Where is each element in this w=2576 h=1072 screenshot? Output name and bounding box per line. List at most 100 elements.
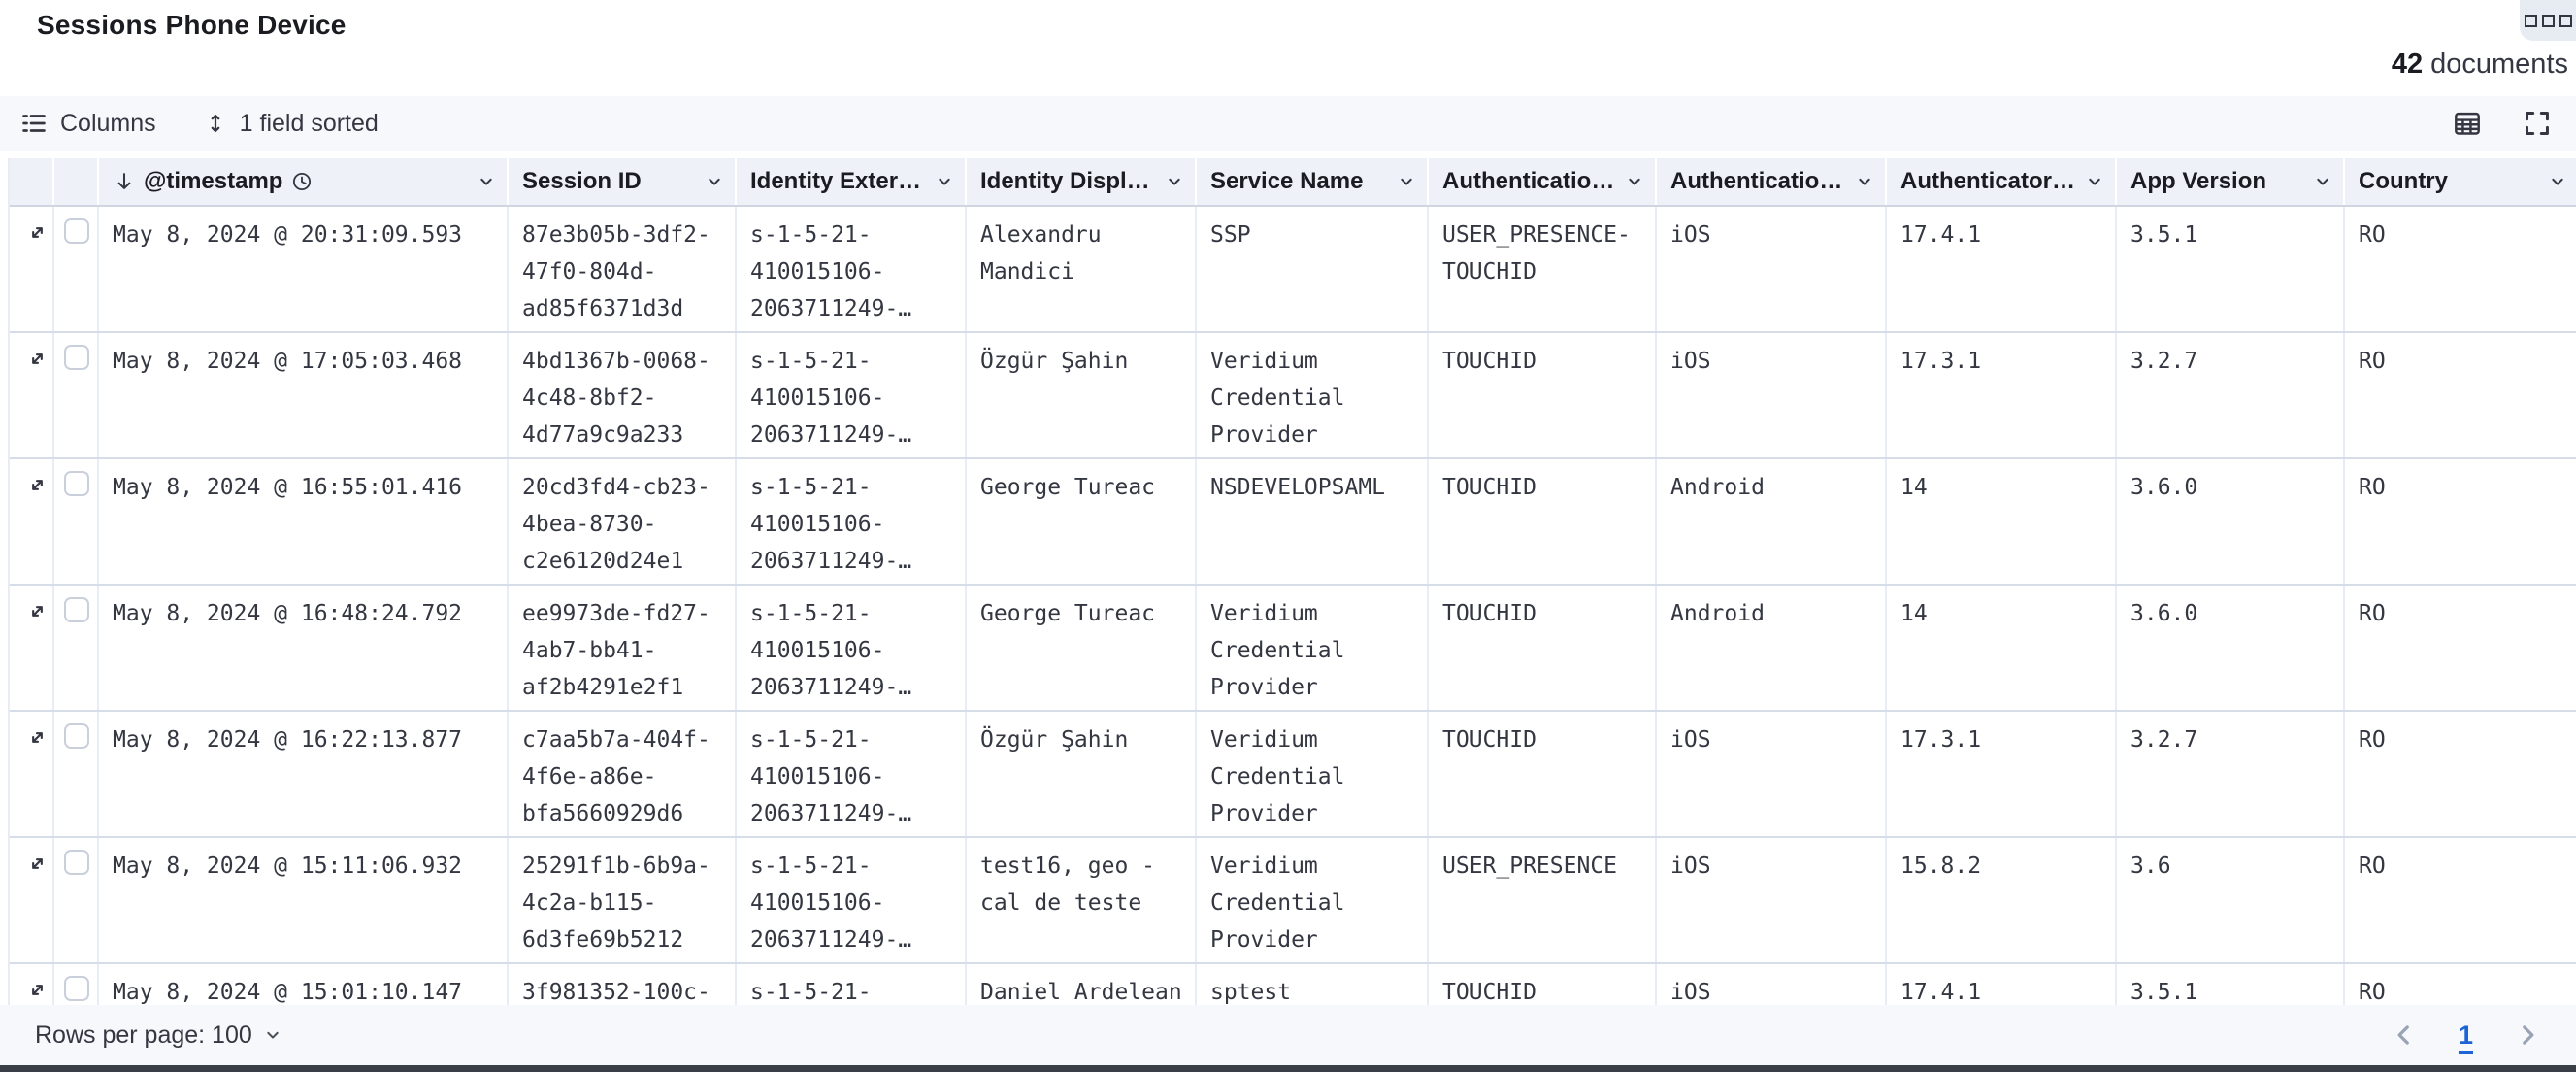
cell-identity-exter: s-1-5-21-410015106-2063711249-… — [737, 459, 967, 584]
chevron-down-icon[interactable] — [1396, 171, 1417, 192]
panel-options-button[interactable] — [2520, 0, 2576, 41]
cell-app-version: 3.2.7 — [2117, 333, 2345, 457]
columns-button[interactable]: Columns — [19, 109, 156, 138]
cell-country: RO — [2359, 727, 2386, 753]
document-count-label: documents — [2430, 49, 2568, 80]
expand-row-button[interactable] — [25, 599, 50, 623]
table-row: May 8, 2024 @ 17:05:03.468 4bd1367b-0068-… — [10, 333, 2576, 459]
previous-page-button[interactable] — [2391, 1022, 2418, 1049]
rows-per-page-label: Rows per page: 100 — [35, 1021, 252, 1049]
chevron-down-icon[interactable] — [2084, 171, 2105, 192]
chevron-down-icon[interactable] — [1854, 171, 1875, 192]
cell-authenticatio: USER_PRESENCE — [1429, 838, 1657, 962]
column-label: App Version — [2130, 168, 2267, 194]
cell-service-name: Veridium Credential Provider — [1197, 586, 1429, 710]
expand-icon — [25, 220, 50, 245]
chevron-down-icon[interactable] — [1624, 171, 1645, 192]
cell-identity-exter: s-1-5-21-410015106-2063711249-… — [737, 838, 967, 962]
header-cell-expand-controls — [10, 158, 54, 205]
next-page-button[interactable] — [2514, 1022, 2541, 1049]
row-select-checkbox[interactable] — [64, 976, 89, 1001]
row-select-checkbox[interactable] — [64, 597, 89, 622]
expand-row-button[interactable] — [25, 852, 50, 876]
chevron-down-icon — [262, 1024, 283, 1046]
grid-body: May 8, 2024 @ 20:31:09.593 87e3b05b-3df2-… — [10, 207, 2576, 1005]
checkbox-cell — [54, 459, 99, 584]
table-row: May 8, 2024 @ 20:31:09.593 87e3b05b-3df2-… — [10, 207, 2576, 333]
fullscreen-button[interactable] — [2522, 108, 2553, 139]
expand-row-button[interactable] — [25, 978, 50, 1002]
cell-authenticatio: iOS — [1657, 964, 1887, 1005]
document-count-value: 42 — [2391, 49, 2424, 80]
cell-timestamp: May 8, 2024 @ 15:11:06.932 — [99, 838, 509, 962]
table-row: May 8, 2024 @ 16:55:01.416 20cd3fd4-cb23-… — [10, 459, 2576, 586]
cell-identity-exter: s-1-5-21-410015106-2063711249-… — [737, 586, 967, 710]
page-number-current[interactable]: 1 — [2453, 1020, 2479, 1052]
header-cell-identity-exter[interactable]: Identity Exter… — [737, 158, 967, 205]
header-cell-identity-displ[interactable]: Identity Displ… — [967, 158, 1197, 205]
document-count: 42 documents — [2392, 49, 2568, 81]
sorted-fields-button[interactable]: 1 field sorted — [203, 110, 379, 138]
expand-cell — [10, 207, 54, 331]
column-label: Session ID — [522, 168, 642, 194]
cell-country: RO — [2359, 222, 2386, 248]
cell-service-name: NSDEVELOPSAML — [1197, 459, 1429, 584]
cell-app-version: 3.2.7 — [2117, 712, 2345, 836]
header-cell-authenticator[interactable]: Authenticator… — [1887, 158, 2117, 205]
expand-row-button[interactable] — [25, 473, 50, 497]
column-label: Identity Displ… — [980, 168, 1150, 194]
chevron-down-icon[interactable] — [1164, 171, 1185, 192]
header-cell-service-name[interactable]: Service Name — [1197, 158, 1429, 205]
expand-cell — [10, 333, 54, 457]
cell-country: RO — [2359, 475, 2386, 500]
table-icon — [2452, 108, 2483, 139]
display-options-button[interactable] — [2452, 108, 2483, 139]
checkbox-cell — [54, 333, 99, 457]
cell-authenticatio: USER_PRESENCE-TOUCHID — [1429, 207, 1657, 331]
chevron-down-icon[interactable] — [2547, 171, 2568, 192]
chevron-down-icon[interactable] — [934, 171, 955, 192]
cell-authenticatio: iOS — [1657, 333, 1887, 457]
cell-authenticator: 17.4.1 — [1887, 964, 2117, 1005]
cell-timestamp: May 8, 2024 @ 16:48:24.792 — [99, 586, 509, 710]
cell-identity-displ: test16, geo - cal de teste — [967, 838, 1197, 962]
page-title: Sessions Phone Device — [37, 10, 347, 40]
row-select-checkbox[interactable] — [64, 850, 89, 875]
data-grid: @timestamp Session ID Identity Exter… Ident… — [8, 158, 2576, 1005]
cell-authenticatio: Android — [1657, 459, 1887, 584]
expand-cell — [10, 964, 54, 1005]
header-cell-country[interactable]: Country — [2345, 158, 2576, 205]
chevron-down-icon[interactable] — [2312, 171, 2333, 192]
cell-country: RO — [2359, 854, 2386, 879]
header-cell-authenticatio[interactable]: Authenticatio… — [1429, 158, 1657, 205]
header-cell-session-id[interactable]: Session ID — [509, 158, 737, 205]
cell-authenticator: 14 — [1887, 459, 2117, 584]
expand-row-button[interactable] — [25, 220, 50, 245]
header-cell-timestamp[interactable]: @timestamp — [99, 158, 509, 205]
cell-service-name: Veridium Credential Provider — [1197, 712, 1429, 836]
row-select-checkbox[interactable] — [64, 723, 89, 749]
row-select-checkbox[interactable] — [64, 218, 89, 244]
arrow-down-icon — [113, 170, 136, 193]
cell-service-name: Veridium Credential Provider — [1197, 333, 1429, 457]
chevron-down-icon[interactable] — [476, 171, 497, 192]
cell-authenticatio: TOUCHID — [1429, 459, 1657, 584]
header-cell-app-version[interactable]: App Version — [2117, 158, 2345, 205]
cell-app-version: 3.6.0 — [2117, 586, 2345, 710]
fullscreen-icon — [2522, 108, 2553, 139]
expand-row-button[interactable] — [25, 347, 50, 371]
expand-row-button[interactable] — [25, 725, 50, 750]
boxes-horizontal-icon — [2524, 14, 2572, 27]
row-select-checkbox[interactable] — [64, 345, 89, 370]
cell-session-id: 4bd1367b-0068-4c48-8bf2-4d77a9c9a233 — [509, 333, 737, 457]
expand-cell — [10, 838, 54, 962]
rows-per-page-button[interactable]: Rows per page: 100 — [35, 1022, 283, 1050]
grid-header: @timestamp Session ID Identity Exter… Ident… — [10, 158, 2576, 207]
row-select-checkbox[interactable] — [64, 471, 89, 496]
checkbox-cell — [54, 712, 99, 836]
expand-cell — [10, 712, 54, 836]
chevron-down-icon[interactable] — [704, 171, 725, 192]
cell-session-id: c7aa5b7a-404f-4f6e-a86e-bfa5660929d6 — [509, 712, 737, 836]
expand-icon — [25, 473, 50, 497]
header-cell-authenticatio[interactable]: Authenticatio… — [1657, 158, 1887, 205]
